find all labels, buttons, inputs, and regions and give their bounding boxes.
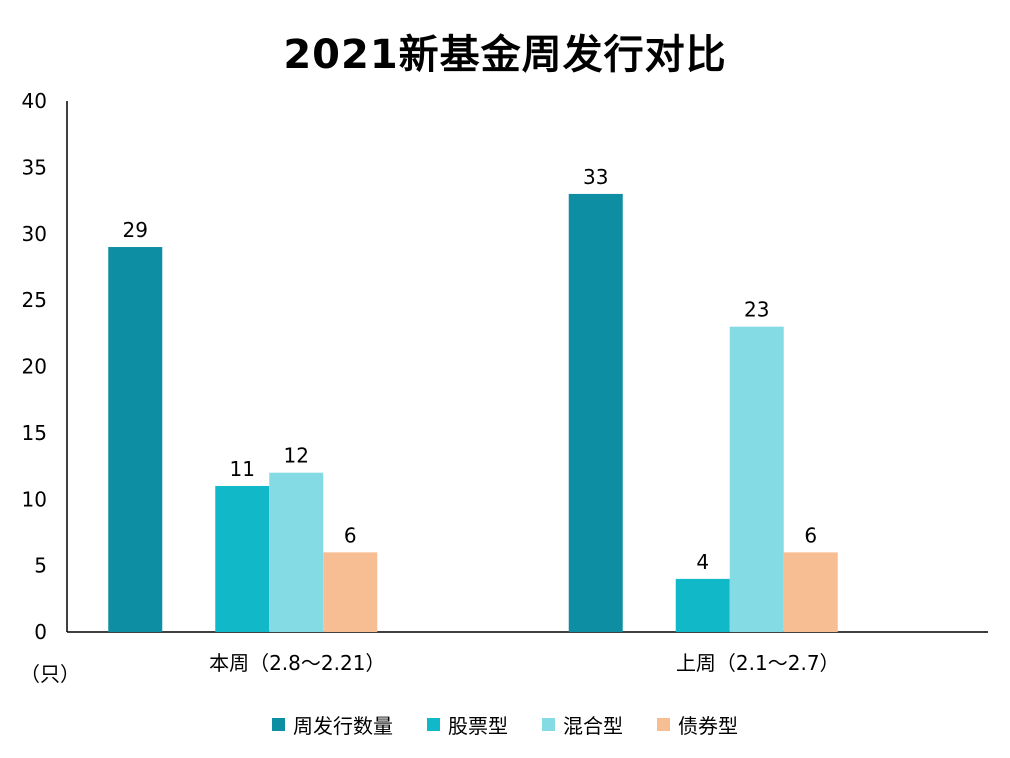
y-tick-label: 15 [22, 421, 47, 445]
y-tick-label: 25 [22, 288, 47, 312]
legend-swatch [657, 718, 670, 731]
category-label: 上周（2.1～2.7） [676, 651, 840, 675]
data-label: 6 [804, 523, 817, 547]
data-label: 29 [123, 218, 148, 242]
bar-3-2 [729, 326, 784, 632]
chart-title: 2021新基金周发行对比 [283, 32, 727, 78]
y-tick-label: 35 [22, 155, 47, 179]
y-tick-label: 20 [22, 355, 47, 379]
y-tick-label: 10 [22, 487, 47, 511]
bar-1-2 [568, 193, 623, 633]
legend-item: 股票型 [427, 710, 508, 739]
bar-1-1 [108, 247, 163, 632]
bar-4-1 [323, 552, 378, 632]
data-label: 12 [284, 444, 309, 468]
data-label: 11 [230, 457, 255, 481]
legend-label: 债券型 [678, 714, 738, 738]
legend-label: 股票型 [448, 714, 508, 738]
legend-item: 混合型 [542, 710, 623, 739]
y-tick-label: 5 [34, 554, 47, 578]
legend-item: 债券型 [657, 710, 738, 739]
data-label: 23 [744, 298, 769, 322]
y-tick-label: 30 [22, 222, 47, 246]
data-label: 4 [696, 550, 709, 574]
bar-3-1 [269, 472, 324, 632]
bar-2-1 [215, 485, 270, 632]
legend-label: 混合型 [563, 714, 623, 738]
y-unit-label: （只） [20, 662, 80, 686]
data-label: 6 [344, 523, 357, 547]
legend-swatch [542, 718, 555, 731]
legend-swatch [272, 718, 285, 731]
bar-2-2 [675, 578, 730, 632]
bar-4-2 [783, 552, 838, 632]
category-label: 本周（2.8～2.21） [209, 651, 385, 675]
y-tick-label: 0 [34, 620, 47, 644]
legend-swatch [427, 718, 440, 731]
legend-item: 周发行数量 [272, 710, 393, 739]
legend-label: 周发行数量 [293, 714, 393, 738]
data-label: 33 [583, 165, 608, 189]
legend: 周发行数量 股票型 混合型 债券型 [0, 710, 1010, 739]
y-tick-label: 40 [22, 89, 47, 113]
